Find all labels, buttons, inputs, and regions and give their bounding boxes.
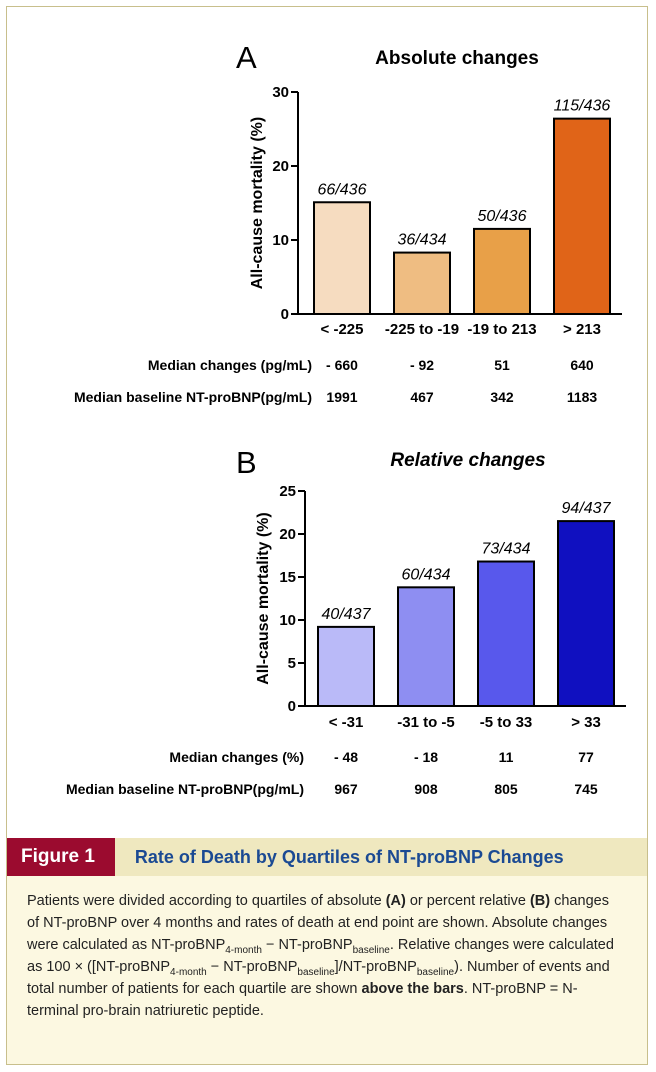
- panel-b-letter: B: [236, 445, 257, 480]
- panel-b-bar: [317, 625, 375, 708]
- panel-a-table-cell: 467: [410, 389, 434, 405]
- panel-a-bar-label: 66/436: [318, 181, 367, 198]
- panel-a-table-cell: 1991: [326, 389, 357, 405]
- panel-b-bar: [477, 560, 535, 708]
- panel-a-bar: [313, 201, 371, 315]
- panel-b-table-cell: 11: [499, 749, 514, 765]
- caption-text: Patients were divided according to quart…: [27, 893, 386, 909]
- panel-b-table-cell: 805: [494, 781, 518, 797]
- panel-b-table-cell: 908: [414, 781, 438, 797]
- panel-a-y-tick-label: 10: [272, 232, 289, 249]
- panel-a-y-tick-label: 20: [272, 158, 289, 175]
- panel-a-bar: [553, 117, 611, 315]
- figure-title: Rate of Death by Quartiles of NT-proBNP …: [134, 846, 564, 867]
- figure-number: Figure 1: [7, 838, 115, 876]
- panel-a-x-tick-label: < -225: [321, 321, 364, 338]
- panel-a-letter: A: [236, 40, 257, 75]
- panel-b-y-tick-label: 15: [279, 569, 296, 586]
- panel-b-bar: [397, 586, 455, 708]
- panel-a-table-cell: 1183: [567, 389, 598, 405]
- panel-a-title: Absolute changes: [375, 48, 539, 69]
- panel-b-table-row-label: Median changes (%): [169, 749, 304, 765]
- panel-a-bar: [393, 251, 451, 315]
- panel-a-table-cell: 51: [494, 357, 510, 373]
- panel-b-bar-label: 94/437: [562, 500, 612, 517]
- caption-text: ]/NT-proBNP: [334, 959, 417, 975]
- panel-a-x-tick-label: -225 to -19: [385, 321, 459, 338]
- panel-b-table-cell: - 48: [334, 749, 358, 765]
- panel-a-bar-label: 115/436: [554, 98, 611, 115]
- panel-b-bar: [557, 520, 615, 707]
- panel-a-table-cell: - 660: [326, 357, 358, 373]
- caption-text: . NT-proBNP = N-terminal pro-brain natri…: [27, 981, 578, 1019]
- panel-b-table-cell: - 18: [414, 749, 438, 765]
- caption-subscript: baseline: [352, 944, 390, 956]
- panel-b-y-tick-label: 0: [288, 698, 296, 715]
- panel-a-table-row-label: Median baseline NT-proBNP(pg/mL): [74, 389, 312, 405]
- panel-b-bar-label: 40/437: [322, 606, 372, 623]
- caption-subscript: 4-month: [170, 966, 207, 978]
- caption-bold: (A): [385, 893, 406, 909]
- panel-b-y-tick-label: 5: [288, 655, 296, 672]
- caption-bold: above the bars: [361, 981, 464, 997]
- caption-text: . Relative changes were calculated as 10…: [27, 937, 614, 975]
- figure-charts: A Absolute changes All-cause mortality (%)…: [66, 40, 626, 797]
- panel-b-y-tick-label: 10: [279, 612, 296, 629]
- caption-subscript: baseline: [297, 966, 335, 978]
- panel-b-table-row-label: Median baseline NT-proBNP(pg/mL): [66, 781, 304, 797]
- panel-a-bar-label: 50/436: [478, 208, 527, 225]
- panel-a-table-row-label: Median changes (pg/mL): [148, 357, 312, 373]
- panel-a-y-tick-label: 30: [272, 84, 289, 101]
- panel-a-x-tick-label: > 213: [563, 321, 601, 338]
- panel-b-title: Relative changes: [390, 450, 545, 471]
- panel-b-y-tick-label: 25: [279, 483, 296, 500]
- panel-b-x-tick-label: < -31: [329, 714, 364, 731]
- panel-a-bar: [473, 227, 531, 315]
- caption-text: − NT-proBNP: [261, 937, 353, 953]
- panel-a-y-tick-label: 0: [281, 306, 289, 323]
- caption-subscript: 4-month: [225, 944, 262, 956]
- panel-b-table-cell: 77: [578, 749, 594, 765]
- caption-text: or percent relative: [405, 893, 530, 909]
- panel-b-x-tick-label: -5 to 33: [480, 714, 533, 731]
- caption-bold: (B): [529, 893, 551, 909]
- caption-text: changes of NT-proBNP over 4 months and r…: [27, 893, 609, 953]
- panel-a-table-cell: 640: [570, 357, 594, 373]
- figure-header: Figure 1 Rate of Death by Quartiles of N…: [7, 838, 647, 876]
- panel-b-bar-label: 73/434: [482, 541, 531, 558]
- caption-text: − NT-proBNP: [206, 959, 298, 975]
- caption-subscript: baseline: [416, 966, 455, 978]
- panel-b-x-tick-label: -31 to -5: [397, 714, 455, 731]
- figure-caption: Patients were divided according to quart…: [7, 876, 647, 1064]
- panel-a-x-tick-label: -19 to 213: [467, 321, 536, 338]
- panel-b-y-axis-label: All-cause mortality (%): [255, 512, 272, 684]
- panel-b-bar-label: 60/434: [402, 566, 451, 583]
- panel-a-table-cell: 342: [490, 389, 514, 405]
- panel-b-table-cell: 745: [574, 781, 598, 797]
- panel-b-table-cell: 967: [334, 781, 358, 797]
- panel-a-table-cell: - 92: [410, 357, 434, 373]
- panel-b-y-tick-label: 20: [279, 526, 296, 543]
- panel-a-y-axis-label: All-cause mortality (%): [249, 117, 266, 289]
- caption-text: ). Number of events and total number of …: [27, 959, 610, 997]
- panel-a-bar-label: 36/434: [398, 232, 447, 249]
- panel-b-x-tick-label: > 33: [571, 714, 601, 731]
